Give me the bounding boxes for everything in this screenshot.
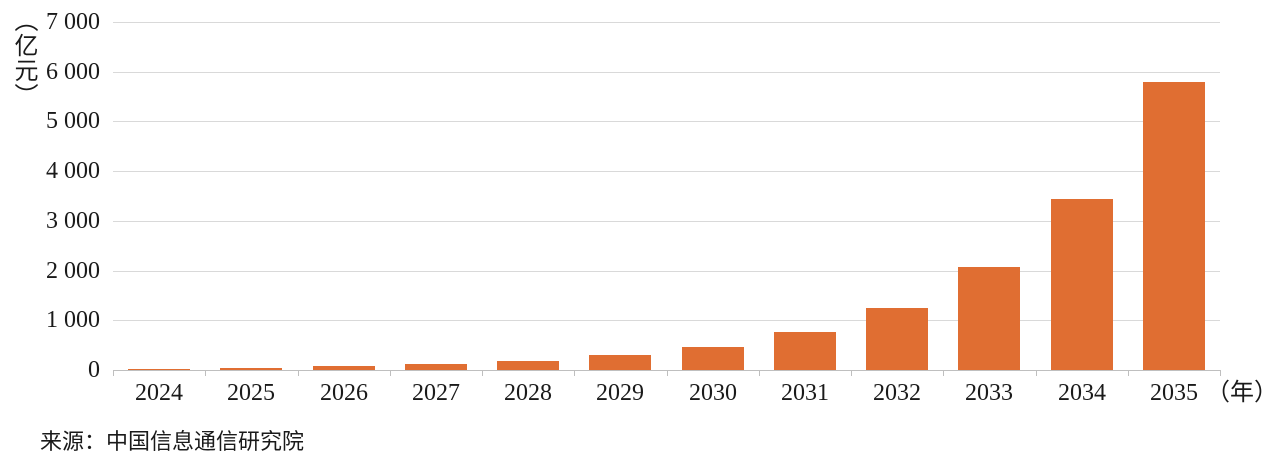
gridline-4000 [113, 171, 1220, 173]
bar-2035 [1143, 82, 1205, 370]
gridline-3000 [113, 220, 1220, 222]
x-tick-mark [205, 370, 206, 376]
bar-2027 [405, 364, 467, 370]
x-tick-label-2035: 2035 [1150, 380, 1198, 406]
x-tick-label-2024: 2024 [135, 380, 183, 406]
gridline-6000 [113, 71, 1220, 73]
bar-2024 [128, 369, 190, 370]
gridline-7000 [113, 22, 1220, 23]
x-tick-mark [482, 370, 483, 376]
gridline-5000 [113, 121, 1220, 123]
gridline-2000 [113, 270, 1220, 272]
bar-2029 [589, 355, 651, 370]
y-tick-label-0: 0 [88, 357, 100, 383]
y-tick-label-1000: 1 000 [46, 307, 100, 334]
y-tick-label-7000: 7 000 [46, 9, 100, 35]
bar-2026 [313, 366, 375, 370]
bar-2031 [774, 332, 836, 370]
x-tick-label-2034: 2034 [1058, 380, 1106, 406]
x-tick-mark [1220, 370, 1221, 376]
y-tick-label-4000: 4 000 [46, 158, 100, 185]
x-tick-label-2032: 2032 [873, 380, 921, 406]
x-tick-label-2026: 2026 [320, 380, 368, 406]
x-tick-label-2030: 2030 [689, 380, 737, 406]
x-tick-mark [851, 370, 852, 376]
y-tick-label-6000: 6 000 [46, 58, 100, 85]
x-tick-mark [1036, 370, 1037, 376]
x-tick-mark [667, 370, 668, 376]
y-tick-label-2000: 2 000 [46, 257, 100, 284]
x-tick-label-2031: 2031 [781, 380, 829, 406]
bar-2028 [497, 361, 559, 370]
x-tick-label-2029: 2029 [596, 380, 644, 406]
bar-2034 [1051, 199, 1113, 370]
bar-2030 [682, 347, 744, 370]
x-tick-mark [943, 370, 944, 376]
bar-2032 [866, 308, 928, 370]
x-tick-mark [113, 370, 114, 376]
x-tick-label-2033: 2033 [965, 380, 1013, 406]
x-axis-unit-label: （年） [1206, 380, 1278, 406]
gridline-1000 [113, 320, 1220, 322]
x-tick-mark [574, 370, 575, 376]
x-tick-label-2027: 2027 [412, 380, 460, 406]
source-attribution: 来源：中国信息通信研究院 [40, 429, 305, 454]
plot-area [113, 22, 1220, 370]
x-tick-mark [1128, 370, 1129, 376]
x-tick-mark [390, 370, 391, 376]
y-tick-label-3000: 3 000 [46, 207, 100, 234]
y-tick-label-5000: 5 000 [46, 108, 100, 135]
bar-2025 [220, 368, 282, 370]
y-axis-unit-label: （亿元） [10, 8, 36, 108]
x-tick-mark [298, 370, 299, 376]
bar-2033 [958, 267, 1020, 370]
x-tick-label-2028: 2028 [504, 380, 552, 406]
x-tick-label-2025: 2025 [227, 380, 275, 406]
x-tick-mark [759, 370, 760, 376]
